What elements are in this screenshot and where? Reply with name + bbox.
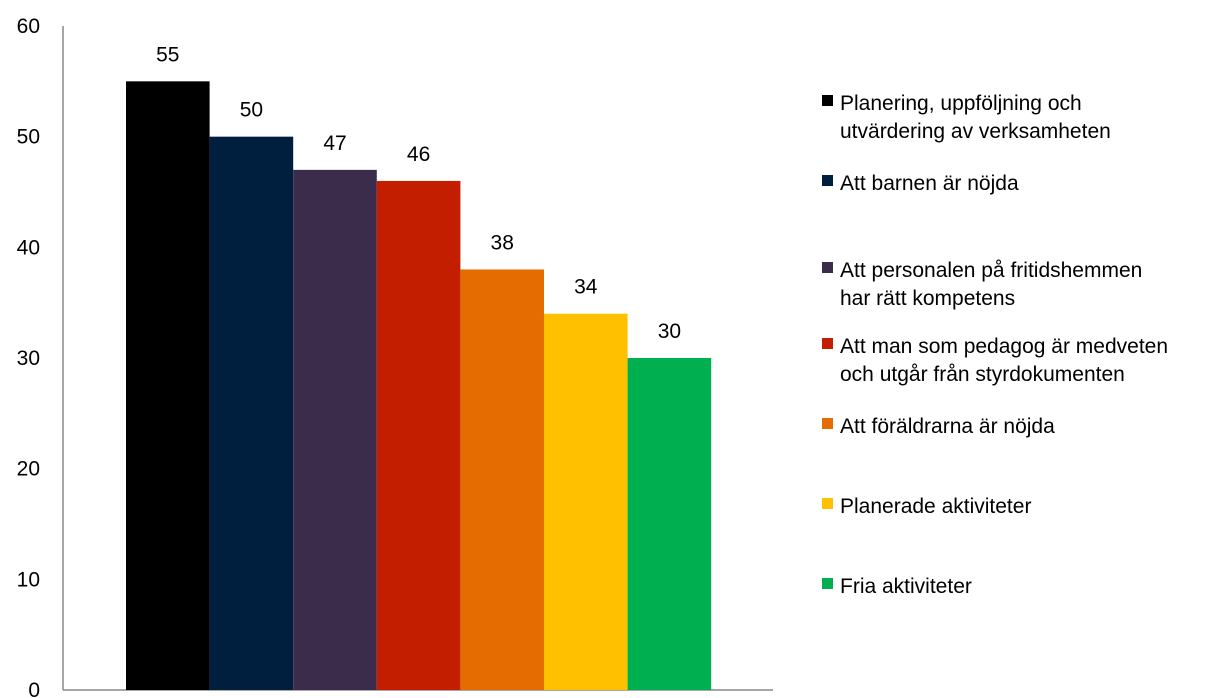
legend-swatch bbox=[822, 175, 833, 186]
bar bbox=[376, 180, 461, 690]
legend-swatch bbox=[822, 262, 833, 273]
bar bbox=[460, 269, 544, 690]
data-labels: 55 50 47 46 38 34 30 bbox=[156, 43, 681, 343]
legend-item: Fria aktiviteter bbox=[822, 575, 972, 598]
legend-swatch bbox=[822, 338, 833, 349]
legend-item: Att föräldrarna är nöjda bbox=[822, 415, 1055, 438]
legend-swatch bbox=[822, 498, 833, 509]
bar-value-label: 55 bbox=[156, 43, 179, 66]
legend-label: Att föräldrarna är nöjda bbox=[840, 415, 1055, 438]
y-tick-label: 60 bbox=[17, 15, 40, 38]
legend-item: Att personalen på fritidshemmen har rätt … bbox=[822, 259, 1142, 310]
legend-swatch bbox=[822, 95, 833, 106]
bar-value-label: 47 bbox=[323, 132, 346, 155]
legend-label: och utgår från styrdokumenten bbox=[840, 363, 1125, 386]
legend-label: Att barnen är nöjda bbox=[840, 172, 1019, 195]
bar-value-label: 38 bbox=[491, 231, 514, 254]
y-tick-label: 0 bbox=[28, 679, 40, 698]
legend-swatch bbox=[822, 578, 833, 589]
y-tick-label: 10 bbox=[17, 568, 40, 591]
y-tick-label: 30 bbox=[17, 347, 40, 370]
legend-label: har rätt kompetens bbox=[840, 287, 1015, 310]
legend-label: Att personalen på fritidshemmen bbox=[840, 259, 1142, 282]
bar bbox=[627, 358, 712, 690]
legend-label: Planerade aktiviteter bbox=[840, 495, 1031, 518]
legend-label: utvärdering av verksamheten bbox=[840, 120, 1111, 143]
bar bbox=[126, 81, 210, 691]
bar-value-label: 46 bbox=[407, 143, 430, 166]
y-tick-label: 50 bbox=[17, 126, 40, 149]
legend-item: Planering, uppföljning och utvärdering av… bbox=[822, 92, 1111, 143]
bar bbox=[293, 169, 377, 690]
legend-item: Planerade aktiviteter bbox=[822, 495, 1031, 518]
bar-value-label: 50 bbox=[240, 99, 263, 122]
y-tick-label: 40 bbox=[17, 236, 40, 259]
legend-label: Att man som pedagog är medveten bbox=[840, 335, 1168, 358]
legend-item: Att man som pedagog är medveten och utgår… bbox=[822, 335, 1168, 386]
bar-value-label: 30 bbox=[658, 320, 681, 343]
legend-item: Att barnen är nöjda bbox=[822, 172, 1019, 195]
bar bbox=[209, 136, 294, 690]
legend: Planering, uppföljning och utvärdering av… bbox=[822, 92, 1168, 598]
bar-value-label: 34 bbox=[574, 276, 598, 299]
legend-label: Planering, uppföljning och bbox=[840, 92, 1082, 115]
bar bbox=[544, 313, 628, 690]
y-tick-label: 20 bbox=[17, 458, 40, 481]
bars bbox=[126, 81, 712, 691]
legend-swatch bbox=[822, 418, 833, 429]
legend-label: Fria aktiviteter bbox=[840, 575, 972, 598]
